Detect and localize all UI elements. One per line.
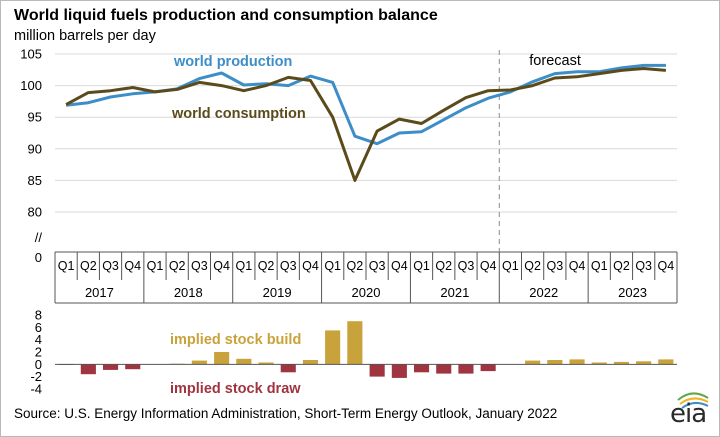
- year-label-2021: 2021: [440, 285, 469, 300]
- quarter-label: Q3: [280, 259, 297, 273]
- stock-bar: [214, 352, 230, 365]
- bar-y-tick-label--4: -4: [30, 382, 42, 397]
- quarter-label: Q2: [258, 259, 275, 273]
- quarter-label: Q1: [324, 259, 341, 273]
- y-tick-label-95: 95: [28, 110, 42, 125]
- stock-bar: [280, 364, 296, 373]
- bar-y-tick-label-4: 4: [35, 332, 42, 347]
- stock-build-label: implied stock build: [170, 332, 301, 348]
- quarter-label: Q1: [235, 259, 252, 273]
- stock-bar: [103, 364, 119, 370]
- stock-bar: [547, 360, 563, 365]
- stock-bar: [480, 364, 496, 372]
- quarter-label: Q3: [458, 259, 475, 273]
- quarter-label: Q3: [369, 259, 386, 273]
- y-tick-label-105: 105: [20, 47, 42, 62]
- stock-bar: [369, 364, 385, 377]
- quarter-label: Q4: [124, 259, 141, 273]
- quarter-label: Q4: [391, 259, 408, 273]
- stock-draw-label: implied stock draw: [170, 381, 301, 397]
- y-tick-label-85: 85: [28, 173, 42, 188]
- y-tick-label-80: 80: [28, 205, 42, 220]
- quarter-label: Q2: [524, 259, 541, 273]
- bar-y-tick-label-0: 0: [35, 357, 42, 372]
- series-label-world-production: world production: [173, 54, 292, 70]
- stock-bar: [258, 362, 274, 365]
- year-label-2018: 2018: [174, 285, 203, 300]
- source-note: Source: U.S. Energy Information Administ…: [14, 406, 558, 421]
- stock-bar: [236, 358, 252, 365]
- year-label-2022: 2022: [529, 285, 558, 300]
- quarter-label: Q1: [147, 259, 164, 273]
- quarter-label: Q3: [102, 259, 119, 273]
- forecast-label: forecast: [529, 53, 581, 69]
- stock-bar: [525, 360, 541, 365]
- stock-bar: [658, 359, 674, 365]
- y-tick-label-0: 0: [35, 250, 42, 265]
- quarter-label: Q2: [613, 259, 630, 273]
- quarter-label: Q1: [502, 259, 519, 273]
- quarter-label: Q4: [480, 259, 497, 273]
- year-label-2023: 2023: [618, 285, 647, 300]
- quarter-label: Q4: [569, 259, 586, 273]
- quarter-label: Q3: [191, 259, 208, 273]
- quarter-label: Q2: [435, 259, 452, 273]
- stock-bar: [125, 364, 141, 370]
- year-label-2019: 2019: [263, 285, 292, 300]
- quarter-label: Q4: [658, 259, 675, 273]
- chart-title: World liquid fuels production and consum…: [14, 7, 438, 24]
- year-label-2020: 2020: [352, 285, 381, 300]
- quarter-label: Q4: [302, 259, 319, 273]
- bar-y-tick-label-6: 6: [35, 320, 42, 335]
- quarter-label: Q2: [347, 259, 364, 273]
- axis-break-label: //: [35, 230, 43, 245]
- quarter-label: Q2: [169, 259, 186, 273]
- chart-subtitle: million barrels per day: [14, 28, 156, 44]
- quarter-label: Q1: [58, 259, 75, 273]
- stock-bar: [414, 364, 430, 373]
- stock-bar: [191, 360, 207, 365]
- stock-bar: [458, 364, 474, 374]
- y-tick-label-100: 100: [20, 78, 42, 93]
- stock-bar: [391, 364, 407, 378]
- bar-y-tick-label-8: 8: [35, 308, 42, 323]
- stock-bar: [613, 361, 629, 365]
- quarter-label: Q3: [546, 259, 563, 273]
- stock-bar: [436, 364, 452, 374]
- eia-logo-text: eia: [670, 399, 707, 429]
- series-line-world-consumption: [65, 67, 667, 182]
- stock-bar: [302, 360, 318, 365]
- stock-bar: [636, 361, 652, 365]
- stock-bar: [80, 364, 96, 375]
- quarter-label: Q3: [635, 259, 652, 273]
- y-tick-label-90: 90: [28, 141, 42, 156]
- quarter-label: Q4: [213, 259, 230, 273]
- stock-bar: [347, 321, 363, 365]
- bar-y-tick-label--2: -2: [30, 369, 42, 384]
- series-label-world-consumption: world consumption: [171, 106, 306, 122]
- stock-bar: [569, 359, 585, 365]
- stock-bar: [591, 362, 607, 365]
- quarter-label: Q1: [591, 259, 608, 273]
- bar-y-tick-label-2: 2: [35, 345, 42, 360]
- quarter-label: Q2: [80, 259, 97, 273]
- eia-logo-icon: [677, 392, 709, 409]
- quarter-label: Q1: [413, 259, 430, 273]
- year-label-2017: 2017: [85, 285, 114, 300]
- stock-bar: [325, 330, 341, 365]
